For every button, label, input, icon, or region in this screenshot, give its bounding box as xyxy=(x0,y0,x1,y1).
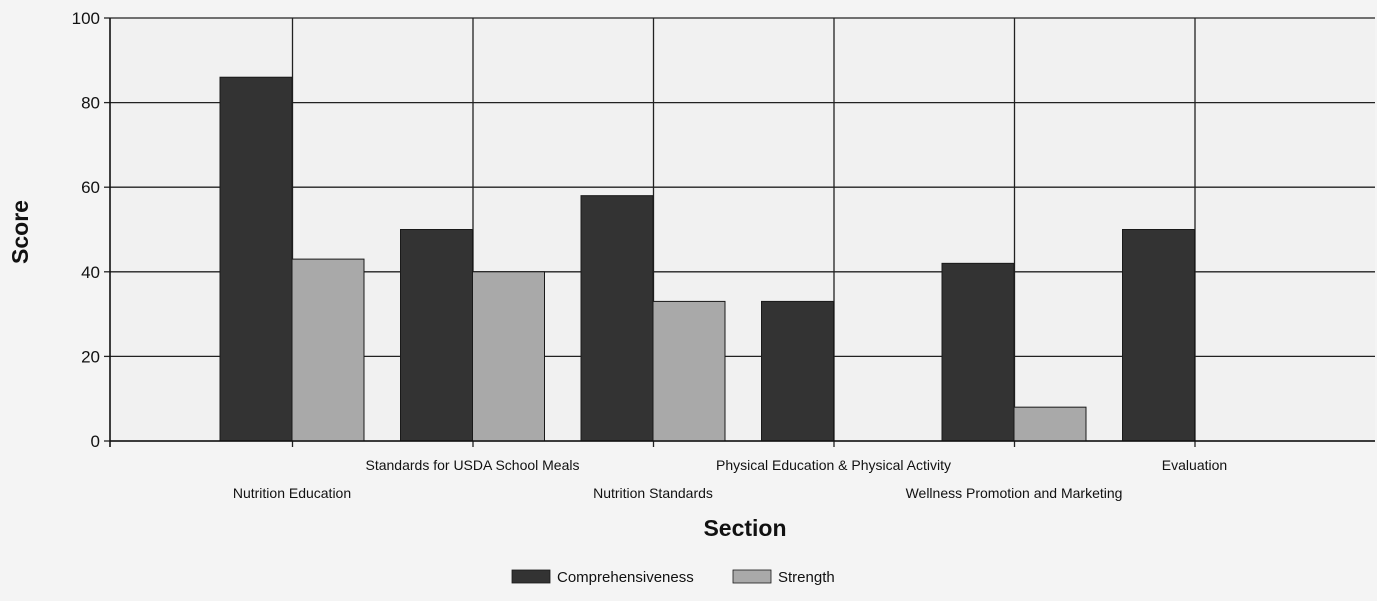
bar-comprehensiveness xyxy=(761,300,834,442)
legend-swatch-strength xyxy=(732,569,772,584)
x-category-labels: Nutrition Education Standards for USDA Sc… xyxy=(233,457,1227,501)
bar-strength xyxy=(652,300,726,442)
x-axis-title: Section xyxy=(703,515,786,541)
x-category-label: Evaluation xyxy=(1162,457,1227,473)
axes xyxy=(104,17,1375,447)
bar-strength xyxy=(291,258,365,442)
legend-label-strength: Strength xyxy=(778,569,835,586)
y-tick-labels: 0 20 40 60 80 100 xyxy=(72,9,100,451)
legend-label-comprehensiveness: Comprehensiveness xyxy=(557,569,694,586)
x-category-label: Standards for USDA School Meals xyxy=(366,457,580,473)
bar-comprehensiveness xyxy=(400,229,473,442)
bar-comprehensiveness xyxy=(219,76,293,442)
legend: Comprehensiveness Strength xyxy=(511,569,835,586)
x-category-label: Nutrition Education xyxy=(233,485,351,501)
bar-comprehensiveness xyxy=(580,195,654,442)
y-tick-label: 80 xyxy=(81,94,100,113)
legend-swatch-comprehensiveness xyxy=(511,569,551,584)
x-category-label: Physical Education & Physical Activity xyxy=(716,457,951,473)
y-axis-title: Score xyxy=(7,200,33,264)
y-tick-label: 60 xyxy=(81,178,100,197)
bar-comprehensiveness xyxy=(1122,229,1195,442)
y-tick-label: 100 xyxy=(72,9,100,28)
bar-strength xyxy=(472,271,545,442)
y-tick-label: 0 xyxy=(91,432,100,451)
bars xyxy=(219,76,1195,442)
x-category-label: Wellness Promotion and Marketing xyxy=(906,485,1123,501)
y-tick-label: 20 xyxy=(81,347,100,366)
y-tick-label: 40 xyxy=(81,263,100,282)
bar-strength xyxy=(1013,406,1087,442)
x-category-label: Nutrition Standards xyxy=(593,485,713,501)
bar-comprehensiveness xyxy=(941,262,1015,442)
